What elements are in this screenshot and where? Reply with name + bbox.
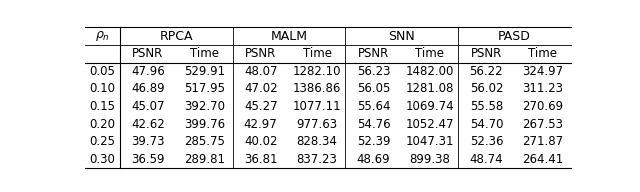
Text: 55.58: 55.58: [470, 100, 503, 113]
Text: 0.25: 0.25: [90, 135, 115, 148]
Text: 1077.11: 1077.11: [293, 100, 342, 113]
Text: 285.75: 285.75: [184, 135, 225, 148]
Text: $\rho_n$: $\rho_n$: [95, 29, 110, 43]
Text: 56.22: 56.22: [470, 65, 503, 78]
Text: 56.23: 56.23: [357, 65, 390, 78]
Text: 264.41: 264.41: [522, 153, 563, 166]
Text: 42.62: 42.62: [131, 118, 164, 131]
Text: RPCA: RPCA: [159, 30, 193, 43]
Text: 48.07: 48.07: [244, 65, 278, 78]
Text: 55.64: 55.64: [357, 100, 390, 113]
Text: 828.34: 828.34: [297, 135, 337, 148]
Text: 529.91: 529.91: [184, 65, 225, 78]
Text: 56.02: 56.02: [470, 82, 503, 95]
Text: 270.69: 270.69: [522, 100, 563, 113]
Text: 1052.47: 1052.47: [406, 118, 454, 131]
Text: 837.23: 837.23: [297, 153, 337, 166]
Text: 52.36: 52.36: [470, 135, 503, 148]
Text: 1482.00: 1482.00: [406, 65, 454, 78]
Text: 56.05: 56.05: [357, 82, 390, 95]
Text: Time: Time: [415, 47, 445, 60]
Text: MALM: MALM: [271, 30, 307, 43]
Text: 289.81: 289.81: [184, 153, 225, 166]
Text: 39.73: 39.73: [131, 135, 164, 148]
Text: 311.23: 311.23: [522, 82, 563, 95]
Text: 0.30: 0.30: [90, 153, 115, 166]
Text: 54.70: 54.70: [470, 118, 503, 131]
Text: 48.74: 48.74: [470, 153, 503, 166]
Text: 1069.74: 1069.74: [406, 100, 454, 113]
Text: 45.27: 45.27: [244, 100, 278, 113]
Text: 1282.10: 1282.10: [293, 65, 341, 78]
Text: PSNR: PSNR: [132, 47, 163, 60]
Text: 324.97: 324.97: [522, 65, 563, 78]
Text: PSNR: PSNR: [471, 47, 502, 60]
Text: 47.96: 47.96: [131, 65, 164, 78]
Text: 36.59: 36.59: [131, 153, 164, 166]
Text: 52.39: 52.39: [357, 135, 390, 148]
Text: 48.69: 48.69: [356, 153, 390, 166]
Text: 0.20: 0.20: [90, 118, 115, 131]
Text: 899.38: 899.38: [410, 153, 451, 166]
Text: 47.02: 47.02: [244, 82, 278, 95]
Text: PSNR: PSNR: [358, 47, 389, 60]
Text: Time: Time: [190, 47, 219, 60]
Text: PASD: PASD: [498, 30, 531, 43]
Text: 1047.31: 1047.31: [406, 135, 454, 148]
Text: 1386.86: 1386.86: [293, 82, 341, 95]
Text: 0.15: 0.15: [90, 100, 115, 113]
Text: 517.95: 517.95: [184, 82, 225, 95]
Text: Time: Time: [303, 47, 332, 60]
Text: 42.97: 42.97: [244, 118, 278, 131]
Text: 0.10: 0.10: [90, 82, 115, 95]
Text: 1281.08: 1281.08: [406, 82, 454, 95]
Text: 54.76: 54.76: [356, 118, 390, 131]
Text: 271.87: 271.87: [522, 135, 563, 148]
Text: 40.02: 40.02: [244, 135, 278, 148]
Text: 399.76: 399.76: [184, 118, 225, 131]
Text: 0.05: 0.05: [90, 65, 115, 78]
Text: Time: Time: [529, 47, 557, 60]
Text: SNN: SNN: [388, 30, 415, 43]
Text: 36.81: 36.81: [244, 153, 278, 166]
Text: 392.70: 392.70: [184, 100, 225, 113]
Text: 45.07: 45.07: [131, 100, 164, 113]
Text: PSNR: PSNR: [245, 47, 276, 60]
Text: 977.63: 977.63: [296, 118, 338, 131]
Text: 267.53: 267.53: [522, 118, 563, 131]
Text: 46.89: 46.89: [131, 82, 164, 95]
